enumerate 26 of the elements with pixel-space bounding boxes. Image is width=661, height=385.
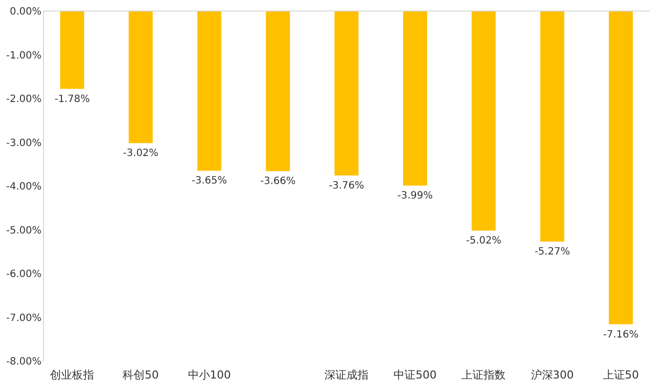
x-tick-label: 创业板指 (50, 368, 94, 382)
data-label: -3.02% (123, 148, 158, 160)
x-tick-label: 中证500 (394, 368, 437, 382)
data-label: -3.66% (260, 176, 296, 188)
y-tick-label: -1.00% (6, 50, 42, 62)
x-tick-label: 深证成指 (324, 368, 368, 382)
data-label: -1.78% (54, 94, 90, 105)
x-tick-label: 上证指数 (462, 368, 506, 382)
x-tick-label: 中小100 (188, 368, 231, 382)
x-tick-label: 上证50 (602, 368, 639, 382)
x-tick-label: 科创50 (122, 368, 159, 382)
y-tick-label: -4.00% (6, 182, 42, 192)
y-tick-label: -2.00% (6, 94, 42, 105)
y-tick-label: -3.00% (6, 138, 42, 149)
data-label: -5.27% (534, 246, 570, 258)
y-tick-label: 0.00% (10, 6, 42, 18)
data-label: -7.16% (603, 329, 639, 340)
data-label: -3.99% (397, 190, 433, 202)
y-tick-label: -6.00% (6, 269, 42, 280)
x-tick-label: 沪深300 (530, 368, 574, 382)
y-tick-label: -8.00% (6, 356, 42, 368)
y-tick-label: -7.00% (6, 312, 42, 324)
y-tick-label: -5.00% (6, 225, 42, 236)
data-label: -3.76% (328, 180, 364, 192)
data-label: -5.02% (466, 236, 502, 247)
data-label: -3.65% (192, 176, 228, 187)
